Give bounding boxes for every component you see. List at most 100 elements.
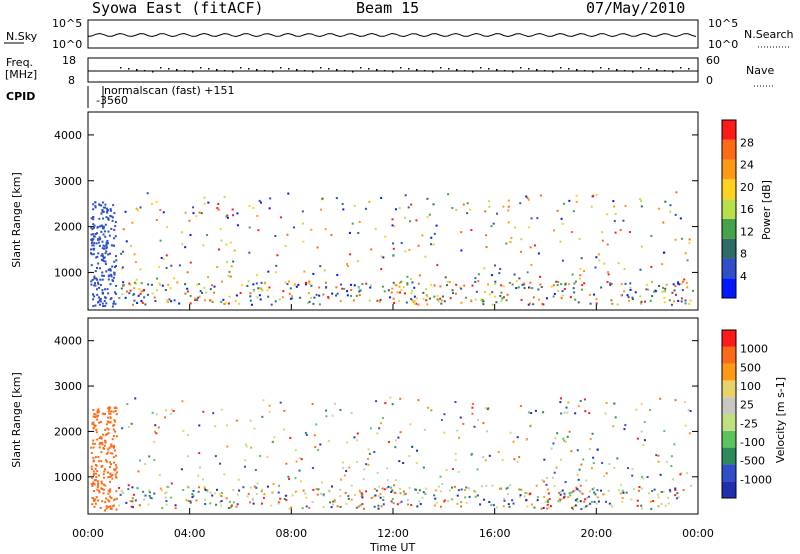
power-colorbar-label: Power [dB]	[760, 180, 773, 240]
echo-cell	[393, 225, 396, 228]
echo-cell	[93, 284, 96, 287]
echo-cell	[105, 246, 108, 249]
echo-cell	[120, 489, 123, 492]
echo-cell	[93, 242, 96, 245]
echo-cell	[588, 412, 591, 415]
echo-cell	[353, 493, 356, 496]
echo-cell	[219, 462, 222, 465]
echo-cell	[471, 412, 474, 415]
echo-cell	[92, 244, 95, 247]
echo-cell	[104, 459, 107, 462]
echo-cell	[94, 467, 97, 470]
echo-cell	[494, 280, 497, 283]
echo-cell	[487, 200, 490, 203]
echo-cell	[657, 505, 660, 508]
echo-cell	[331, 485, 334, 488]
echo-cell	[302, 240, 305, 243]
echo-cell	[480, 485, 483, 488]
echo-cell	[333, 499, 336, 502]
echo-cell	[529, 492, 532, 495]
time-axis: 00:00 04:00 08:00 12:00 16:00 20:00 00:00	[72, 527, 714, 540]
echo-cell	[347, 265, 350, 268]
echo-cell	[672, 478, 675, 481]
echo-cell	[277, 502, 280, 505]
nsearch-label: N.Search	[744, 28, 794, 41]
echo-cell	[465, 501, 468, 504]
echo-cell	[654, 289, 657, 292]
echo-cell	[93, 472, 96, 475]
nsky-series-line	[87, 32, 697, 38]
echo-cell	[417, 282, 420, 285]
echo-cell	[104, 223, 107, 226]
echo-cell	[349, 253, 352, 256]
echo-cell	[168, 298, 171, 301]
echo-cell	[433, 494, 436, 497]
echo-cell	[94, 304, 97, 307]
echo-cell	[572, 508, 575, 511]
echo-cell	[403, 493, 406, 496]
echo-cell	[391, 287, 394, 290]
echo-cell	[581, 284, 584, 287]
echo-cell	[102, 206, 105, 209]
echo-cell	[108, 408, 111, 411]
echo-cell	[674, 487, 677, 490]
echo-cell	[248, 205, 251, 208]
echo-cell	[594, 266, 597, 269]
echo-cell	[606, 281, 609, 284]
echo-cell	[674, 213, 677, 216]
echo-cell	[652, 500, 655, 503]
echo-cell	[398, 460, 401, 463]
nave-dot	[456, 69, 458, 71]
echo-cell	[570, 491, 573, 494]
echo-cell	[625, 491, 628, 494]
nave-dot	[504, 70, 506, 72]
echo-cell	[139, 206, 142, 209]
echo-cell	[283, 498, 286, 501]
colorbar-swatch	[722, 179, 736, 200]
echo-cell	[432, 203, 435, 206]
echo-cell	[656, 493, 659, 496]
echo-cell	[640, 487, 643, 490]
echo-cell	[90, 465, 93, 468]
echo-cell	[488, 500, 491, 503]
echo-cell	[113, 212, 116, 215]
echo-cell	[189, 294, 192, 297]
echo-cell	[267, 295, 270, 298]
echo-cell	[380, 505, 383, 508]
echo-cell	[164, 289, 167, 292]
echo-cell	[101, 271, 104, 274]
colorbar-tick-label: 16	[740, 203, 754, 216]
echo-cell	[101, 210, 104, 213]
echo-cell	[404, 250, 407, 253]
echo-cell	[404, 492, 407, 495]
echo-cell	[392, 242, 395, 245]
echo-cell	[653, 488, 656, 491]
echo-cell	[400, 242, 403, 245]
echo-cell	[295, 460, 298, 463]
echo-cell	[440, 302, 443, 305]
echo-cell	[456, 502, 459, 505]
echo-cell	[109, 505, 112, 508]
echo-cell	[621, 497, 624, 500]
echo-cell	[122, 281, 125, 284]
echo-cell	[321, 197, 324, 200]
echo-cell	[577, 301, 580, 304]
echo-cell	[330, 506, 333, 509]
echo-cell	[494, 282, 497, 285]
echo-cell	[109, 208, 112, 211]
echo-cell	[113, 300, 116, 303]
echo-cell	[162, 211, 165, 214]
echo-cell	[301, 222, 304, 225]
echo-cell	[353, 204, 356, 207]
echo-cell	[268, 404, 271, 407]
echo-cell	[385, 487, 388, 490]
colorbar-tick-label: 20	[740, 181, 754, 194]
echo-cell	[105, 241, 108, 244]
echo-cell	[92, 208, 95, 211]
echo-cell	[110, 244, 113, 247]
time-tick-label: 16:00	[479, 527, 511, 540]
colorbar-swatch	[722, 278, 736, 298]
echo-cell	[134, 261, 137, 264]
echo-cell	[291, 297, 294, 300]
echo-cell	[571, 273, 574, 276]
